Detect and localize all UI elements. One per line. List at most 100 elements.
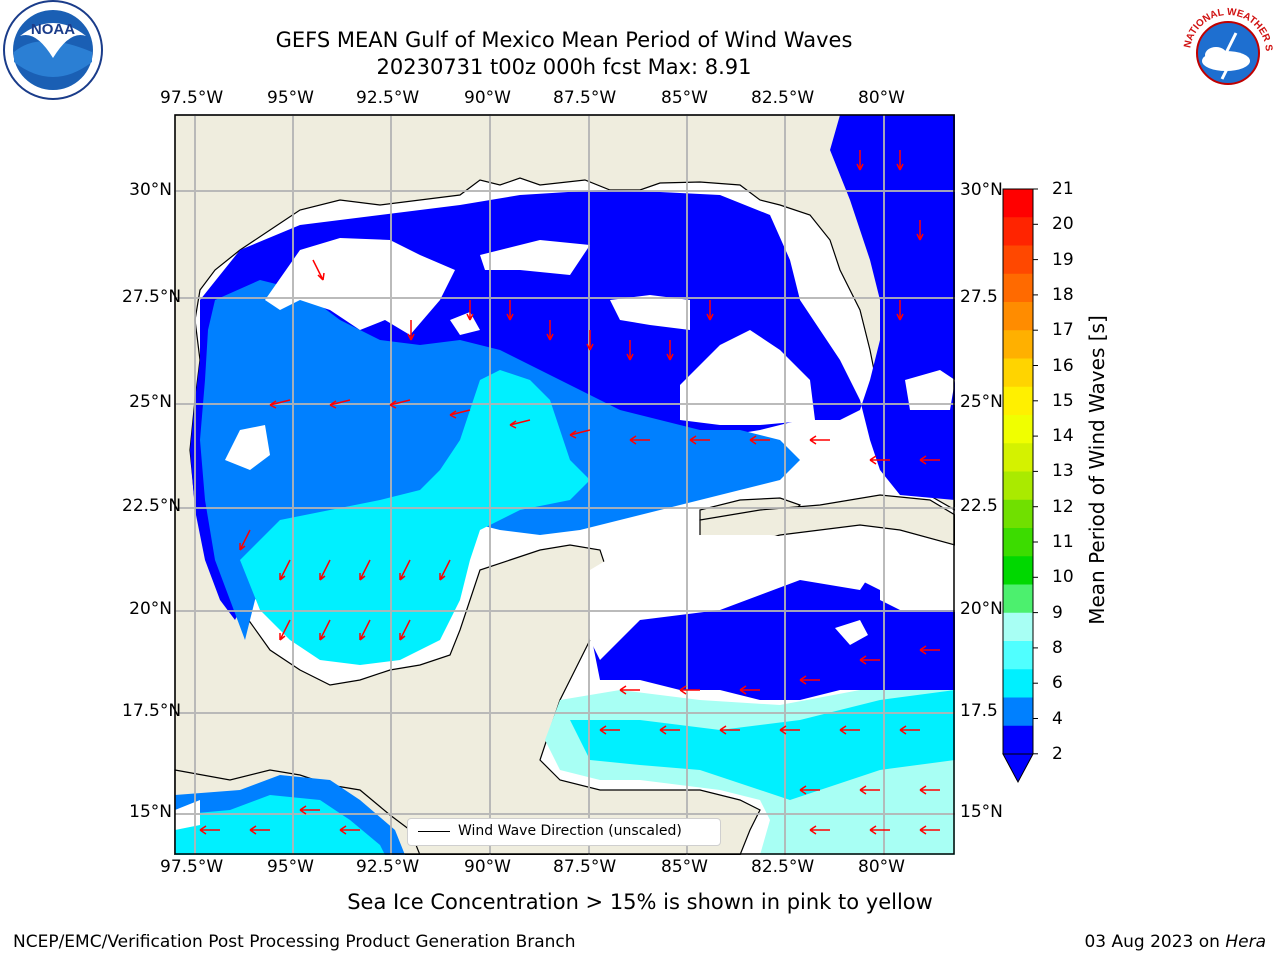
direction-arrow [599, 725, 620, 735]
colorbar-segment [1003, 584, 1033, 614]
arrow-row [312, 150, 924, 361]
lat-label-right: 27.5 [960, 287, 998, 307]
lat-label-left: 25°N [129, 392, 172, 412]
direction-arrow [299, 805, 320, 815]
lon-label-bottom: 95°W [267, 857, 314, 877]
direction-arrow [399, 619, 411, 641]
colorbar-segment [1003, 415, 1033, 444]
lat-label-left: 30°N [129, 180, 172, 200]
colorbar-tick-label: 16 [1052, 355, 1074, 376]
direction-arrow [439, 559, 451, 581]
period-6-8-zone-caribbean [570, 690, 955, 800]
lon-label-top: 92.5°W [356, 88, 420, 108]
lat-label-right: 22.5 [960, 496, 998, 516]
colorbar-tick-label: 18 [1052, 284, 1074, 305]
direction-arrow [899, 725, 920, 735]
direction-arrow [689, 435, 710, 445]
lon-label-top: 80°W [858, 88, 905, 108]
direction-arrow [279, 619, 291, 641]
direction-arrow [896, 300, 904, 321]
colorbar-segment [1003, 612, 1033, 642]
period-6-8-zone-pacific [175, 795, 385, 855]
white-patch [450, 312, 480, 335]
direction-arrow [199, 825, 220, 835]
direction-arrow [359, 559, 371, 581]
sea-ice-note: Sea Ice Concentration > 15% is shown in … [347, 890, 933, 914]
map-legend: Wind Wave Direction (unscaled) [407, 818, 721, 846]
arrow-row [239, 529, 451, 641]
direction-arrow [506, 300, 514, 321]
direction-arrow [869, 455, 890, 465]
colorbar-tick-label: 9 [1052, 602, 1063, 623]
direction-arrow [809, 825, 830, 835]
direction-arrow [916, 220, 924, 241]
colorbar-tick-label: 11 [1052, 532, 1074, 552]
footer-date-text: 03 Aug 2023 on [1084, 932, 1226, 952]
lon-label-top: 82.5°W [751, 88, 815, 108]
lon-label-top: 95°W [267, 88, 314, 108]
direction-arrow [919, 455, 940, 465]
direction-arrow [629, 435, 650, 445]
map-frame [174, 114, 955, 855]
colorbar-tick-label: 8 [1052, 637, 1063, 658]
direction-arrow [329, 399, 351, 409]
direction-arrow [312, 259, 325, 281]
lon-label-bottom: 82.5°W [751, 857, 815, 877]
colorbar-tick-label: 10 [1052, 567, 1074, 588]
direction-arrow [779, 725, 800, 735]
direction-arrow [586, 330, 594, 351]
colorbar-segment [1003, 725, 1033, 755]
direction-arrow [399, 559, 411, 581]
colorbar-segment [1003, 443, 1033, 472]
lon-label-bottom: 97.5°W [160, 857, 224, 877]
direction-arrow [896, 150, 904, 171]
white-patch [880, 560, 955, 610]
direction-arrow [466, 300, 474, 321]
lat-label-left: 22.5°N [122, 496, 182, 516]
direction-arrow [809, 435, 830, 445]
legend-line-icon [418, 831, 450, 832]
colorbar-tick-label: 19 [1052, 249, 1074, 270]
direction-arrow [856, 150, 864, 171]
lon-label-top: 85°W [661, 88, 708, 108]
colorbar [1002, 188, 1038, 784]
direction-arrow [706, 300, 714, 321]
map-panel [174, 114, 955, 855]
lat-label-left: 20°N [129, 599, 172, 619]
lat-label-left: 15°N [129, 802, 172, 822]
gridlines [174, 114, 955, 855]
direction-arrow [449, 409, 471, 419]
footer-host: Hera [1225, 932, 1266, 952]
colorbar-segment [1003, 302, 1033, 331]
colorbar-tick-label: 4 [1052, 708, 1063, 729]
direction-arrow [659, 725, 680, 735]
colorbar-segment [1003, 641, 1033, 670]
white-patch [225, 425, 270, 470]
direction-arrow [359, 619, 371, 641]
lat-label-right: 30°N [960, 180, 1003, 200]
direction-arrow [279, 559, 291, 581]
colorbar-segment [1003, 330, 1033, 359]
arrow-row [269, 399, 940, 465]
colorbar-label: Mean Period of Wind Waves [s] [1085, 315, 1109, 625]
white-patch [265, 238, 455, 335]
direction-arrow [319, 559, 331, 581]
white-patch [610, 295, 690, 330]
national-weather-service-logo: NATIONAL WEATHER SERVICE [1178, 3, 1277, 102]
lon-label-bottom: 92.5°W [356, 857, 420, 877]
colorbar-segment [1003, 669, 1033, 698]
direction-arrow [739, 685, 760, 695]
lon-label-bottom: 90°W [464, 857, 511, 877]
white-patch [680, 330, 815, 425]
below-range-patches [175, 238, 955, 830]
white-patch [480, 240, 590, 275]
direction-arrow [546, 320, 554, 341]
direction-arrow [719, 725, 740, 735]
direction-arrow [679, 685, 700, 695]
direction-arrow [859, 785, 880, 795]
colorbar-segment [1003, 556, 1033, 585]
lon-label-top: 90°W [464, 88, 511, 108]
colorbar-segment [1003, 499, 1033, 529]
direction-arrow [919, 825, 940, 835]
direction-arrow [509, 419, 531, 429]
